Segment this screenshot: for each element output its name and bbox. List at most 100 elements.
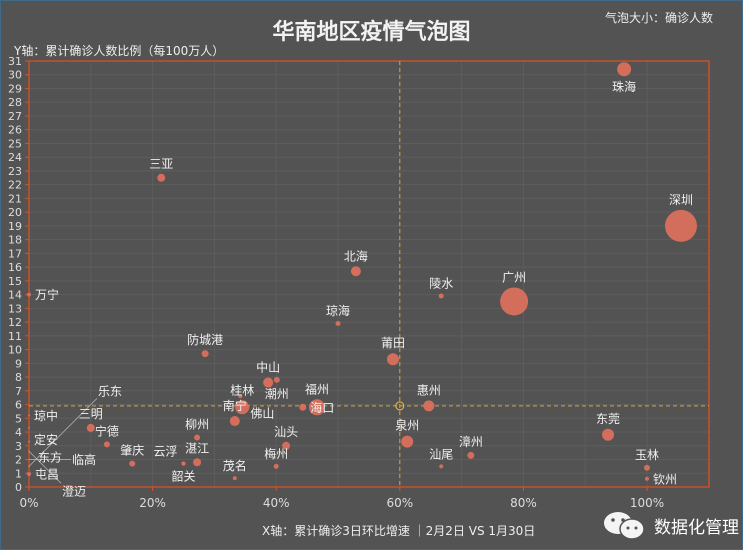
y-tick-label: 24 bbox=[8, 151, 22, 164]
watermark-text: 数据化管理 bbox=[654, 517, 739, 538]
bubble-label: 深圳 bbox=[669, 193, 693, 207]
bubble-label: 定安 bbox=[34, 432, 58, 447]
leader-line bbox=[28, 398, 98, 467]
bubble-广州 bbox=[500, 287, 529, 316]
x-axis-label: X轴：累计确诊3日环比增速 ｜2月2日 VS 1月30日 bbox=[262, 524, 536, 538]
bubble-label: 钦州 bbox=[653, 472, 677, 486]
y-tick-label: 8 bbox=[15, 371, 22, 384]
y-tick-label: 4 bbox=[15, 426, 22, 439]
bubble-宁德 bbox=[103, 441, 110, 448]
leader-line bbox=[28, 451, 62, 484]
bubble-label: 茂名 bbox=[223, 458, 247, 473]
y-tick-label: 21 bbox=[8, 192, 22, 205]
bubble-琼中 bbox=[28, 414, 30, 417]
x-tick-label: 0% bbox=[19, 496, 38, 510]
bubble-label: 琼海 bbox=[326, 303, 350, 318]
bubble-label: 惠州 bbox=[417, 383, 441, 397]
bubble-潮州 bbox=[273, 376, 280, 383]
bubble-label: 三明 bbox=[79, 407, 103, 421]
bubble-label: 福州 bbox=[305, 381, 329, 396]
bubble-label: 云浮 bbox=[153, 445, 177, 459]
bubble-label: 东方 bbox=[38, 450, 62, 465]
bubble-label: 柳州 bbox=[185, 418, 209, 432]
x-tick-label: 100% bbox=[630, 496, 664, 510]
y-tick-label: 23 bbox=[8, 165, 22, 178]
bubble-label: 澄迈 bbox=[62, 483, 86, 498]
bubble-label: 汕头 bbox=[274, 425, 298, 439]
y-tick-label: 11 bbox=[8, 330, 22, 343]
bubble-北海 bbox=[350, 266, 361, 277]
bubble-肇庆 bbox=[129, 460, 136, 467]
bubble-泉州 bbox=[401, 435, 414, 448]
bubble-三明 bbox=[86, 423, 95, 432]
y-tick-label: 26 bbox=[8, 124, 22, 137]
bubble-汕尾 bbox=[439, 464, 444, 469]
plot-border bbox=[28, 60, 710, 488]
bubble-label: 珠海 bbox=[612, 79, 636, 94]
y-tick-label: 10 bbox=[8, 344, 22, 357]
bubble-label: 韶关 bbox=[171, 469, 195, 484]
watermark: 数据化管理 bbox=[600, 508, 739, 542]
bubble-label: 湛江 bbox=[185, 441, 209, 455]
bubble-屯昌 bbox=[27, 471, 31, 476]
bubble-label: 宁德 bbox=[95, 423, 119, 438]
y-tick-label: 28 bbox=[8, 96, 22, 109]
bubble-深圳 bbox=[664, 209, 697, 242]
y-tick-label: 12 bbox=[8, 316, 22, 329]
y-tick-label: 15 bbox=[8, 275, 22, 288]
bubble-湛江 bbox=[193, 458, 202, 467]
bubble-label: 防城港 bbox=[187, 332, 223, 347]
bubble-惠州 bbox=[423, 400, 435, 412]
bubble-label: 乐东 bbox=[98, 384, 122, 398]
bubble-乐东 bbox=[28, 465, 30, 468]
bubble-珠海 bbox=[617, 62, 632, 77]
bubble-漳州 bbox=[467, 451, 475, 459]
bubble-label: 屯昌 bbox=[35, 467, 59, 481]
y-tick-label: 20 bbox=[8, 206, 22, 219]
y-tick-label: 29 bbox=[8, 82, 22, 95]
bubble-东方 bbox=[28, 440, 30, 443]
bubble-陵水 bbox=[438, 293, 444, 299]
bubble-label: 梅州 bbox=[264, 446, 288, 461]
bubble-label: 三亚 bbox=[149, 157, 173, 171]
bubble-南宁 bbox=[229, 416, 240, 427]
x-tick-label: 60% bbox=[386, 496, 413, 510]
size-legend: 气泡大小：确诊人数 bbox=[604, 11, 713, 25]
bubble-定安 bbox=[28, 426, 30, 429]
wechat-icon bbox=[604, 512, 645, 540]
y-tick-label: 13 bbox=[8, 302, 22, 315]
y-tick-label: 18 bbox=[8, 234, 22, 247]
bubble-玉林 bbox=[644, 464, 650, 471]
bubble-label: 东莞 bbox=[596, 412, 620, 426]
bubble-label: 南宁 bbox=[223, 398, 247, 413]
bubble-label: 汕尾 bbox=[429, 447, 453, 461]
bubble-label: 玉林 bbox=[635, 448, 659, 462]
y-tick-label: 16 bbox=[8, 261, 22, 274]
bubble-莆田 bbox=[387, 353, 400, 366]
y-tick-label: 19 bbox=[8, 220, 22, 233]
bubble-label: 临高 bbox=[72, 452, 96, 467]
y-tick-label: 22 bbox=[8, 179, 22, 192]
bubble-三亚 bbox=[157, 173, 166, 182]
bubble-琼海 bbox=[335, 320, 341, 326]
y-tick-label: 7 bbox=[15, 385, 22, 398]
leader-lines bbox=[28, 398, 98, 484]
bubble-汕头 bbox=[282, 441, 291, 450]
y-tick-label: 14 bbox=[8, 289, 22, 302]
bubble-梅州 bbox=[273, 463, 279, 469]
x-tick-label: 80% bbox=[510, 496, 537, 510]
y-tick-label: 9 bbox=[15, 357, 22, 370]
bubble-label: 北海 bbox=[344, 248, 368, 263]
bubble-label: 广州 bbox=[502, 270, 526, 284]
bubble-海口 bbox=[299, 403, 307, 411]
y-tick-label: 3 bbox=[15, 440, 22, 453]
chart-title: 华南地区疫情气泡图 bbox=[272, 20, 471, 45]
y-tick-label: 31 bbox=[8, 55, 22, 68]
bubble-防城港 bbox=[201, 350, 209, 358]
bubble-label: 莆田 bbox=[381, 336, 405, 350]
bubble-label: 肇庆 bbox=[120, 443, 144, 458]
bubble-东莞 bbox=[602, 428, 615, 441]
bubble-柳州 bbox=[194, 434, 201, 441]
bubble-label: 琼中 bbox=[34, 408, 58, 423]
bubble-label: 桂林 bbox=[230, 382, 254, 397]
